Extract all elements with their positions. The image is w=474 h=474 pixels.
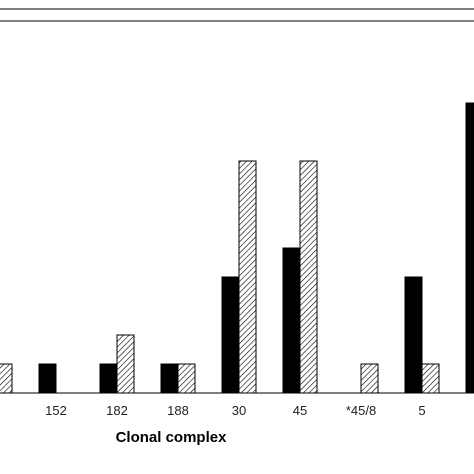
x-tick-label: 152 <box>45 403 67 418</box>
bar-s1-2 <box>99 363 118 394</box>
x-tick-label: 45 <box>293 403 307 418</box>
bar-s1-4 <box>221 276 240 394</box>
bar-s1-7 <box>404 276 423 394</box>
bar-s2-2 <box>116 334 135 394</box>
bar-s1-3 <box>160 363 179 394</box>
bar-s2-4 <box>238 160 257 394</box>
bar-s2-0 <box>0 363 13 394</box>
top-border-band <box>0 8 474 22</box>
bars-layer <box>0 102 474 394</box>
x-axis-title: Clonal complex <box>116 429 228 446</box>
bar-s2-3 <box>177 363 196 394</box>
x-tick-label: *45/8 <box>346 403 376 418</box>
bar-s2-5 <box>299 160 318 394</box>
bar-s1-5 <box>282 247 301 394</box>
x-tick-label: 188 <box>167 403 189 418</box>
bar-s1-1 <box>38 363 57 394</box>
bar-s2-6 <box>360 363 379 394</box>
x-tick-label: 5 <box>418 403 425 418</box>
x-tick-label: 30 <box>232 403 246 418</box>
x-tick-label: 182 <box>106 403 128 418</box>
bar-s2-7 <box>421 363 440 394</box>
bar-s1-8 <box>465 102 474 394</box>
x-tick-layer: 152 182 188 30 45 *45/8 5 <box>45 403 425 418</box>
